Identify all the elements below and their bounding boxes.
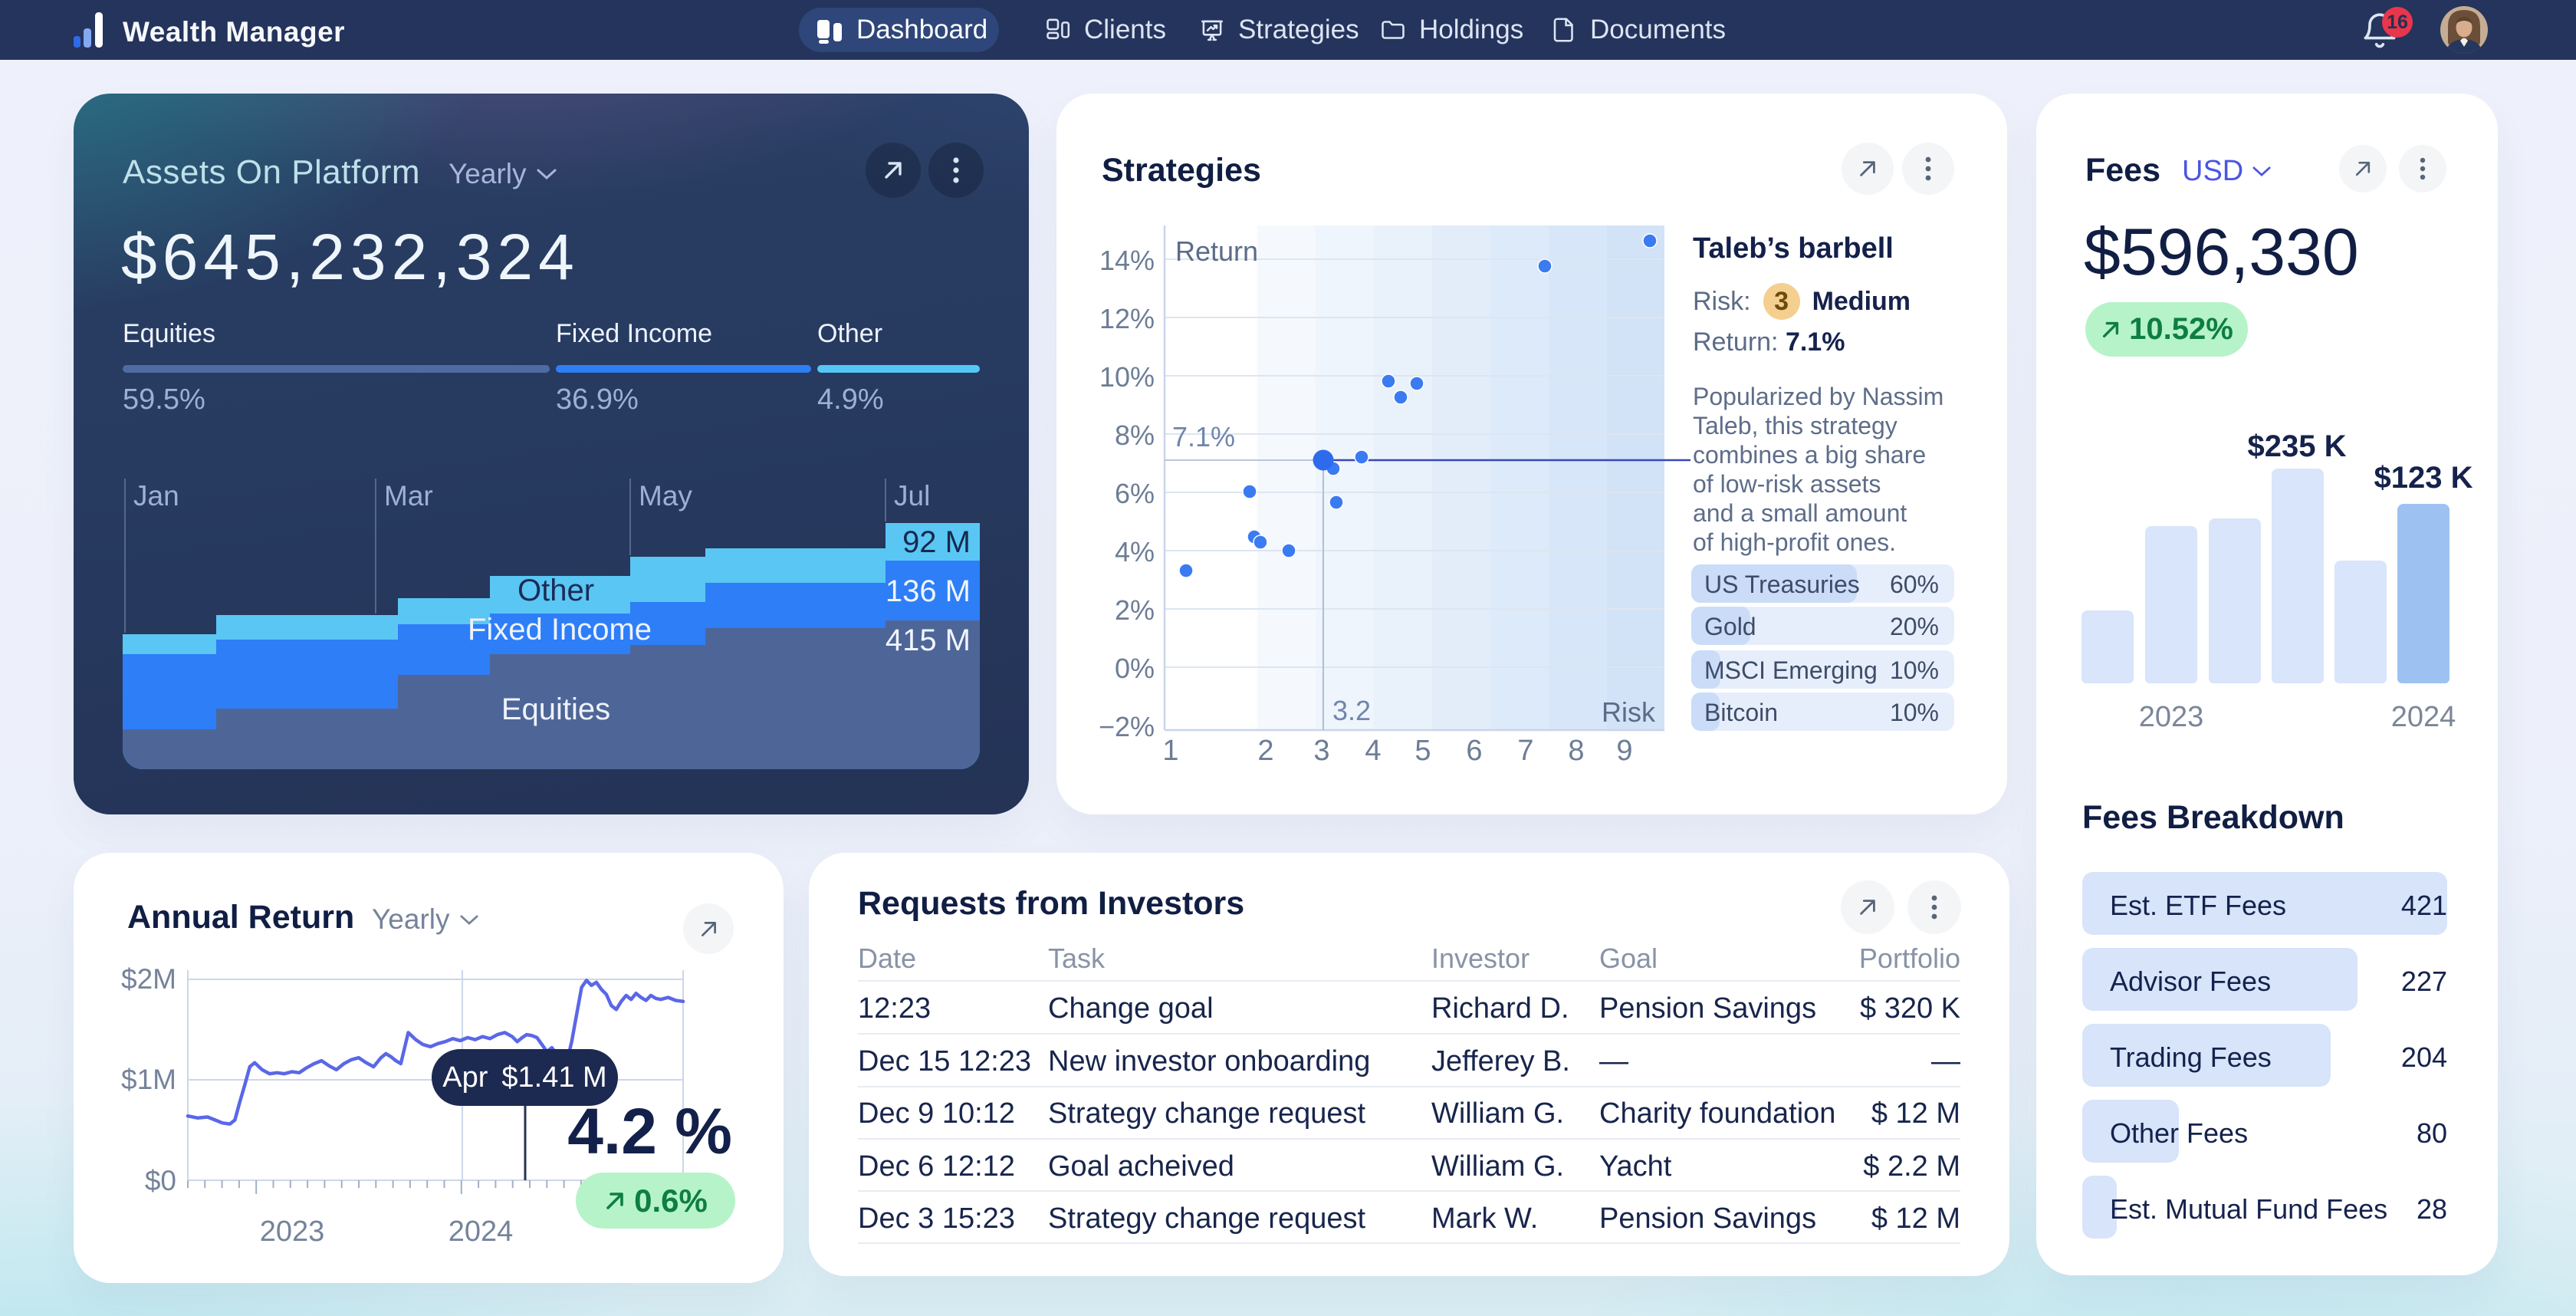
svg-text:May: May [639, 480, 692, 512]
svg-text:3.2: 3.2 [1332, 695, 1371, 726]
svg-text:Mar: Mar [384, 480, 433, 512]
svg-text:136 M: 136 M [886, 574, 971, 608]
svg-text:Jan: Jan [133, 480, 179, 512]
svg-text:92 M: 92 M [902, 525, 971, 559]
svg-text:415 M: 415 M [886, 623, 971, 657]
svg-text:Equities: Equities [501, 693, 610, 726]
svg-text:Risk: Risk [1602, 696, 1656, 728]
svg-text:Jul: Jul [894, 480, 930, 512]
svg-text:Fixed Income: Fixed Income [468, 613, 652, 646]
svg-text:Return: Return [1175, 235, 1258, 267]
svg-text:Other: Other [518, 574, 594, 607]
svg-text:7.1%: 7.1% [1172, 421, 1235, 452]
